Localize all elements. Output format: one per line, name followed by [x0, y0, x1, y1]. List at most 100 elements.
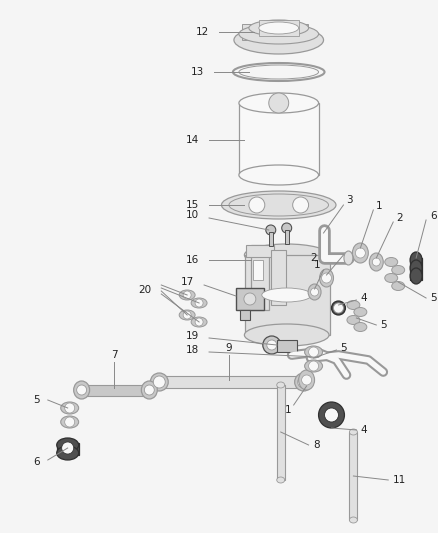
Ellipse shape — [320, 269, 333, 287]
Text: 15: 15 — [186, 200, 199, 210]
Circle shape — [293, 197, 309, 213]
Bar — [285, 230, 289, 244]
Circle shape — [355, 248, 365, 258]
Ellipse shape — [191, 317, 207, 327]
Circle shape — [269, 93, 289, 113]
Bar — [245, 255, 329, 335]
Ellipse shape — [353, 243, 368, 263]
Ellipse shape — [61, 416, 79, 428]
Circle shape — [321, 273, 332, 283]
Text: 6: 6 — [430, 211, 437, 221]
Circle shape — [372, 258, 380, 266]
Ellipse shape — [410, 252, 422, 268]
Ellipse shape — [57, 438, 79, 452]
Circle shape — [62, 442, 74, 454]
Ellipse shape — [191, 298, 207, 308]
Text: 1: 1 — [376, 201, 383, 211]
Bar — [81, 385, 151, 396]
Bar — [269, 232, 273, 246]
Ellipse shape — [299, 370, 314, 390]
Bar — [251, 245, 269, 310]
Circle shape — [333, 303, 343, 313]
Bar — [298, 24, 307, 40]
Text: 20: 20 — [138, 285, 151, 295]
Text: 19: 19 — [186, 331, 199, 341]
Bar — [242, 24, 252, 40]
Ellipse shape — [57, 446, 79, 460]
Ellipse shape — [141, 381, 157, 399]
Ellipse shape — [308, 284, 321, 300]
Ellipse shape — [244, 244, 329, 266]
Ellipse shape — [239, 165, 318, 185]
Text: 5: 5 — [33, 395, 40, 405]
Ellipse shape — [350, 429, 357, 435]
Ellipse shape — [259, 22, 299, 34]
Ellipse shape — [344, 251, 353, 265]
Bar — [57, 443, 79, 455]
Bar — [270, 24, 280, 40]
Text: 4: 4 — [360, 425, 367, 435]
Circle shape — [311, 288, 318, 296]
Circle shape — [318, 402, 344, 428]
Bar — [277, 340, 297, 352]
Bar — [240, 310, 250, 320]
Bar — [246, 245, 274, 257]
Circle shape — [309, 361, 318, 371]
Ellipse shape — [332, 301, 346, 315]
Circle shape — [183, 291, 191, 299]
Ellipse shape — [239, 93, 318, 113]
Circle shape — [266, 225, 276, 235]
Text: 8: 8 — [314, 440, 320, 450]
Circle shape — [302, 375, 311, 385]
Ellipse shape — [277, 477, 285, 483]
Ellipse shape — [304, 346, 322, 358]
Ellipse shape — [277, 382, 285, 388]
Ellipse shape — [410, 268, 422, 284]
Text: 7: 7 — [111, 350, 118, 360]
Ellipse shape — [295, 373, 313, 391]
Text: 11: 11 — [393, 475, 406, 485]
Circle shape — [195, 299, 203, 307]
Text: 16: 16 — [186, 255, 199, 265]
Ellipse shape — [74, 381, 90, 399]
Ellipse shape — [179, 290, 195, 300]
Circle shape — [267, 340, 277, 350]
Text: 5: 5 — [380, 320, 387, 330]
Ellipse shape — [229, 194, 328, 216]
Circle shape — [77, 385, 87, 395]
Text: 2: 2 — [310, 253, 317, 263]
Circle shape — [195, 318, 203, 326]
Ellipse shape — [61, 402, 79, 414]
Text: 4: 4 — [360, 293, 367, 303]
Text: 14: 14 — [186, 135, 199, 145]
Bar — [277, 385, 285, 480]
Circle shape — [145, 385, 154, 395]
Text: 5: 5 — [340, 343, 347, 353]
Ellipse shape — [150, 373, 168, 391]
Text: 1: 1 — [285, 405, 292, 415]
Circle shape — [244, 293, 256, 305]
Ellipse shape — [179, 310, 195, 320]
Ellipse shape — [369, 253, 383, 271]
Circle shape — [309, 347, 318, 357]
Ellipse shape — [350, 517, 357, 523]
Ellipse shape — [347, 301, 360, 310]
Text: 13: 13 — [191, 67, 204, 77]
Ellipse shape — [304, 360, 322, 372]
Ellipse shape — [385, 273, 398, 282]
Bar — [284, 24, 293, 40]
Ellipse shape — [354, 322, 367, 332]
Ellipse shape — [392, 265, 405, 274]
Circle shape — [325, 408, 339, 422]
Bar — [256, 24, 266, 40]
Text: 10: 10 — [186, 210, 199, 220]
Text: 6: 6 — [33, 457, 40, 467]
Bar — [259, 20, 299, 36]
Circle shape — [263, 336, 281, 354]
Bar — [350, 432, 357, 520]
Circle shape — [249, 197, 265, 213]
Text: 17: 17 — [181, 277, 194, 287]
Bar — [159, 376, 304, 388]
Bar — [271, 250, 286, 305]
Text: 12: 12 — [196, 27, 209, 37]
